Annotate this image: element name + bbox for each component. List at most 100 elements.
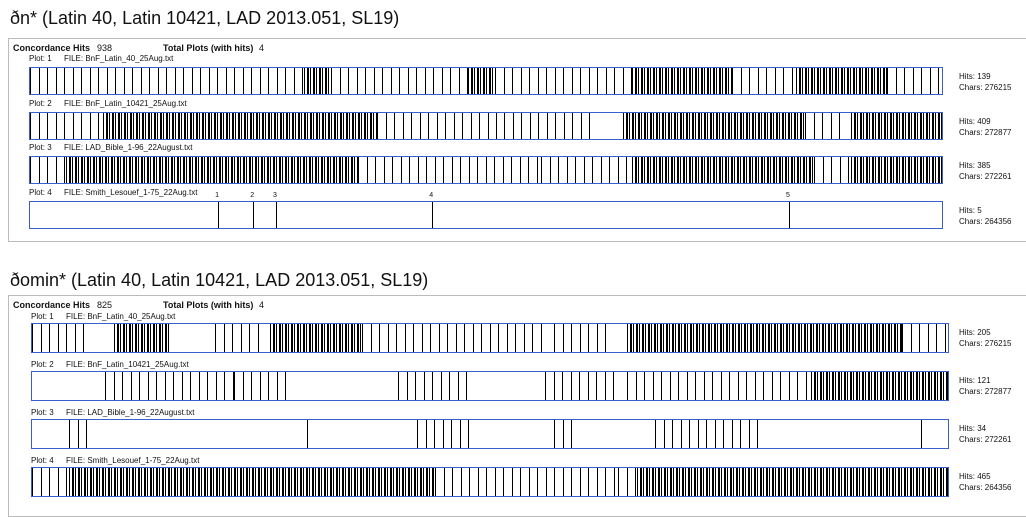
hit-band [636,468,948,496]
file-name: FILE: BnF_Latin_40_25Aug.txt [64,54,174,63]
hit-number: 4 [429,191,434,199]
hit-band [540,157,632,183]
total-plots-label: Total Plots (with hits) [163,300,254,310]
hit-band [796,68,888,94]
file-name: FILE: BnF_Latin_10421_25Aug.txt [64,98,187,108]
chars-count: Chars: 272877 [959,127,1012,137]
hit-band [102,112,377,139]
plot-label: Plot: 1 [31,312,54,321]
hits-count: Hits: 385 [959,161,991,170]
hit-mark [432,201,434,228]
plot-box [31,323,949,353]
hit-band [887,68,942,94]
hit-band [215,324,261,352]
hit-band [435,468,619,496]
hits-count: Hits: 34 [959,424,987,433]
plot-box [29,200,943,229]
panel-title: ðomin* (Latin 40, Latin 10421, LAD 2013.… [10,270,429,290]
hit-band [850,157,942,183]
file-name: FILE: BnF_Latin_40_25Aug.txt [66,312,176,321]
hit-band [504,112,596,139]
hit-band [631,68,733,94]
hit-band [554,420,573,448]
plot-stats: Hits: 409 Chars: 272877 [959,116,1011,138]
hit-number: 1 [215,191,219,199]
plot-box [29,67,943,95]
concordance-hits-label: Concordance Hits [13,300,91,310]
hits-count: Hits: 121 [959,376,991,385]
hit-band [627,372,811,400]
concordance-hits-label: Concordance Hits [13,43,91,53]
hits-count: Hits: 139 [959,72,991,81]
hit-band [361,324,545,352]
plot-stats: Hits: 465 Chars: 264356 [959,471,1011,493]
hit-band [627,324,903,352]
hit-band [68,420,87,448]
total-plots: 4 [259,43,265,53]
hit-band [233,372,289,400]
plot-box [31,371,949,401]
file-name: FILE: BnF_Latin_10421_25Aug.txt [66,360,189,369]
concordance-hits: 938 [97,43,113,53]
concordance-hits: 825 [97,300,113,310]
file-name: FILE: LAD_Bible_1-96_22August.txt [64,143,193,152]
plot-label: Plot: 3 [29,143,52,152]
file-name: FILE: LAD_Bible_1-96_22August.txt [66,408,195,417]
total-plots: 4 [259,300,265,310]
hit-band [810,372,948,400]
chars-count: Chars: 272877 [959,387,1012,396]
chars-count: Chars: 276215 [959,83,1012,92]
hit-band [467,68,496,94]
plot-box [29,111,943,140]
hit-band [66,157,359,183]
hit-mark [218,201,220,228]
hit-band [376,112,505,139]
hit-band [416,420,472,448]
hits-count: Hits: 409 [959,116,991,126]
hit-band [622,112,806,139]
hit-band [805,112,842,139]
panel-title: ðn* (Latin 40, Latin 10421, LAD 2013.051… [10,8,400,28]
plot-label: Plot: 1 [29,54,52,63]
chars-count: Chars: 272261 [959,172,1012,181]
hit-band [303,68,331,94]
plot-stats: Hits: 34 Chars: 272261 [959,423,1011,445]
hits-count: Hits: 5 [959,205,982,215]
hit-band [30,157,67,183]
plot-box [31,419,949,449]
hit-number: 3 [273,191,277,199]
chars-count: Chars: 272261 [959,435,1012,444]
hit-band [105,372,234,400]
hit-band [902,324,948,352]
plot-stats: Hits: 205 Chars: 276215 [959,327,1011,349]
plot-label: Plot: 2 [31,360,54,369]
hit-band [631,157,815,183]
hit-band [114,324,170,352]
hit-number: 5 [786,191,790,199]
chars-count: Chars: 264356 [959,483,1012,492]
chars-count: Chars: 264356 [959,216,1012,226]
hit-mark [275,201,277,228]
hits-count: Hits: 465 [959,472,991,481]
hit-band [654,420,765,448]
plot-label: Plot: 4 [31,456,54,465]
hit-band [850,112,942,139]
hit-mark [253,201,255,228]
file-name: FILE: Smith_Lesouef_1-75_22Aug.txt [64,187,198,197]
hit-band [330,68,468,94]
hit-band [270,324,362,352]
hit-band [920,420,930,448]
hit-band [32,468,69,496]
hit-band [68,468,436,496]
plot-stats: Hits: 385 Chars: 272261 [959,160,1011,182]
hit-band [732,68,797,94]
hit-band [814,157,851,183]
hit-band [32,324,87,352]
plot-label: Plot: 3 [31,408,54,417]
plot-box [29,156,943,184]
hit-mark [788,201,790,228]
hit-band [544,372,619,400]
plot-stats: Hits: 139 Chars: 276215 [959,71,1011,93]
hit-band [618,468,637,496]
